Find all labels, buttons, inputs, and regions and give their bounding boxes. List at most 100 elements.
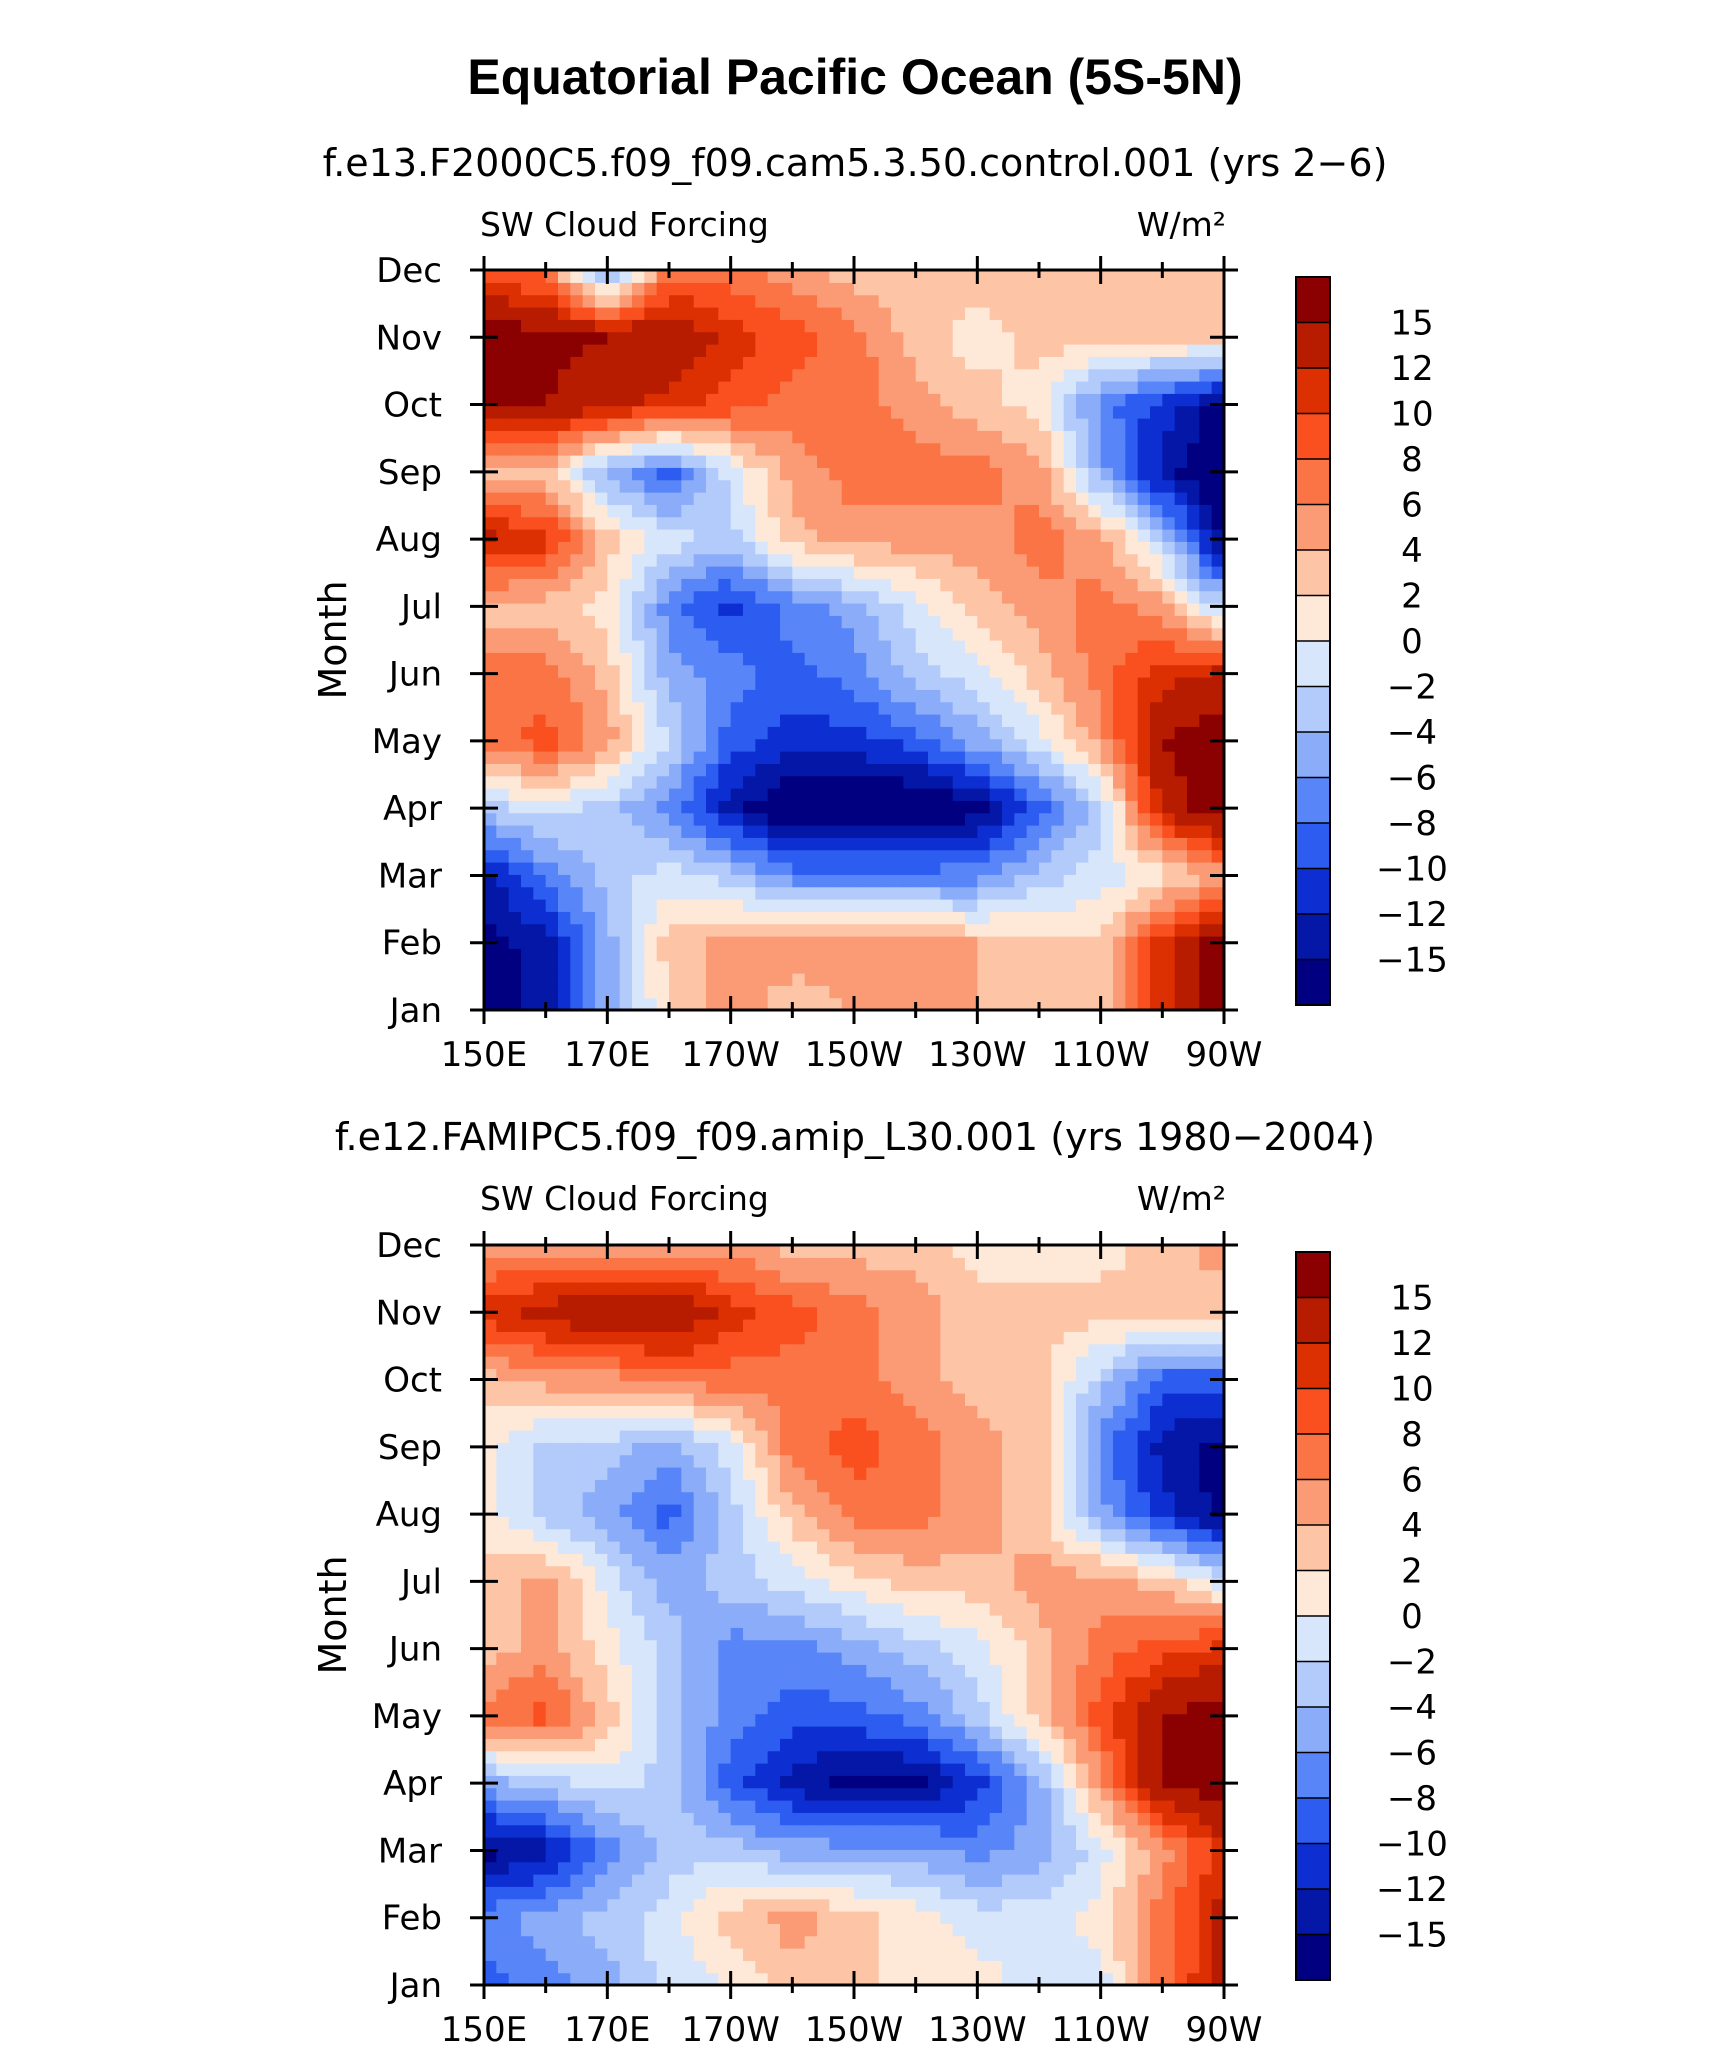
- heatmap-cell: [632, 960, 645, 974]
- heatmap-cell: [1002, 1886, 1015, 1900]
- heatmap-cell: [533, 1738, 547, 1752]
- heatmap-cell: [1039, 381, 1052, 394]
- heatmap-cell: [878, 294, 892, 308]
- heatmap-cell: [817, 775, 830, 789]
- axis-ticks: [470, 256, 1238, 1024]
- heatmap-cell: [1211, 997, 1225, 1011]
- heatmap-cell: [977, 541, 991, 555]
- heatmap-cell: [1063, 1787, 1077, 1801]
- heatmap-cell: [755, 640, 769, 653]
- heatmap-cell: [595, 566, 608, 579]
- heatmap-cell: [656, 652, 670, 666]
- heatmap-cell: [706, 985, 719, 999]
- heatmap-cell: [952, 282, 966, 296]
- heatmap-cell: [693, 578, 707, 592]
- heatmap-cell: [582, 405, 596, 419]
- heatmap-cell: [1039, 294, 1052, 308]
- heatmap-cell: [558, 936, 571, 949]
- heatmap-cell: [595, 874, 608, 888]
- heatmap-cell: [669, 1923, 682, 1937]
- heatmap-cell: [928, 1763, 941, 1776]
- heatmap-cell: [1199, 405, 1213, 419]
- heatmap-cell: [656, 825, 670, 838]
- heatmap-cell: [570, 1874, 584, 1887]
- heatmap-cell: [952, 1960, 966, 1974]
- heatmap-cell: [521, 886, 534, 900]
- heatmap-cell: [656, 800, 670, 814]
- heatmap-cell: [1051, 1824, 1065, 1838]
- heatmap-cell: [533, 640, 547, 653]
- heatmap-cell: [1199, 1812, 1213, 1826]
- heatmap-cell: [595, 1911, 608, 1924]
- heatmap-cell: [755, 652, 769, 666]
- heatmap-cell: [693, 356, 707, 370]
- heatmap-cell: [829, 664, 843, 678]
- heatmap-cell: [1063, 960, 1077, 974]
- heatmap-cell: [1002, 603, 1015, 616]
- heatmap-cell: [817, 1972, 830, 1986]
- heatmap-cell: [533, 886, 547, 900]
- heatmap-cell: [903, 874, 917, 888]
- heatmap-cell: [607, 1824, 621, 1838]
- heatmap-cell: [1014, 1738, 1028, 1752]
- heatmap-cell: [582, 677, 596, 690]
- heatmap-cell: [1051, 1738, 1065, 1752]
- heatmap-cell: [1113, 1812, 1126, 1826]
- heatmap-cell: [484, 319, 497, 333]
- heatmap-cell: [915, 627, 929, 641]
- heatmap-cell: [817, 529, 830, 542]
- heatmap-cell: [903, 1726, 917, 1739]
- heatmap-cell: [866, 405, 880, 419]
- heatmap-cell: [755, 923, 769, 937]
- heatmap-cell: [755, 1800, 769, 1813]
- heatmap-cell: [545, 701, 559, 715]
- heatmap-cell: [693, 997, 707, 1011]
- heatmap-cell: [829, 442, 843, 456]
- y-tick-label: Feb: [382, 924, 442, 964]
- heatmap-cell: [533, 825, 547, 838]
- heatmap-cell: [607, 936, 621, 949]
- heatmap-cell: [1051, 1787, 1065, 1801]
- heatmap-cell: [841, 566, 855, 579]
- heatmap-cell: [582, 1874, 596, 1887]
- heatmap-cell: [1199, 492, 1213, 505]
- heatmap-cell: [755, 1874, 769, 1887]
- heatmap-cell: [1187, 1763, 1200, 1776]
- heatmap-cell: [570, 640, 584, 653]
- heatmap-cell: [1100, 467, 1114, 481]
- heatmap-cell: [1051, 418, 1065, 431]
- heatmap-cell: [1076, 812, 1089, 826]
- heatmap-cell: [755, 455, 769, 468]
- heatmap-cell: [977, 1750, 991, 1764]
- heatmap-cell: [619, 627, 633, 641]
- heatmap-cell: [989, 344, 1003, 357]
- heatmap-cell: [533, 479, 547, 493]
- heatmap-cell: [1026, 368, 1040, 382]
- heatmap-cell: [582, 899, 596, 912]
- heatmap-cell: [1002, 886, 1015, 900]
- heatmap-cell: [545, 640, 559, 653]
- heatmap-cell: [854, 430, 867, 444]
- heatmap-cell: [681, 1886, 695, 1900]
- heatmap-cell: [582, 294, 596, 308]
- heatmap-cell: [1088, 862, 1102, 875]
- heatmap-cell: [940, 294, 954, 308]
- heatmap-cell: [1125, 899, 1139, 912]
- heatmap-cell: [1150, 960, 1163, 974]
- heatmap-cell: [1162, 874, 1176, 888]
- heatmap-cell: [1187, 800, 1200, 814]
- heatmap-cell: [928, 492, 941, 505]
- heatmap-cell: [1162, 664, 1176, 678]
- heatmap-cell: [755, 615, 769, 629]
- heatmap-cell: [1137, 529, 1151, 542]
- heatmap-cell: [854, 1960, 867, 1974]
- heatmap-cell: [854, 652, 867, 666]
- heatmap-cell: [644, 775, 658, 789]
- heatmap-cell: [619, 1849, 633, 1863]
- heatmap-cell: [743, 1750, 756, 1764]
- heatmap-cell: [1162, 849, 1176, 863]
- x-tick-labels: 150E 170E 170W 150W 130W 110W 90W: [441, 1035, 1263, 1075]
- heatmap-cell: [854, 307, 867, 320]
- heatmap-cell: [841, 270, 855, 283]
- heatmap-cell: [891, 751, 904, 764]
